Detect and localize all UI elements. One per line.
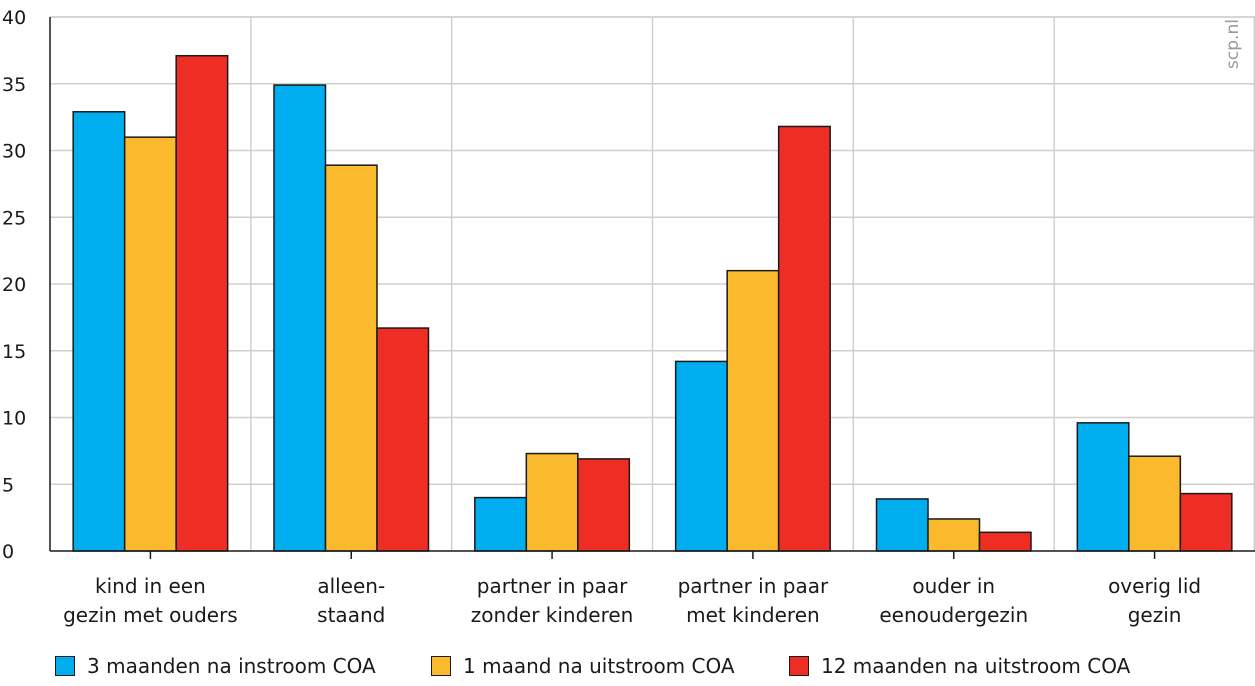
x-tick-label: overig lid gezin — [1108, 574, 1201, 627]
x-tick-label: kind in een gezin met ouders — [63, 574, 238, 627]
bars — [72, 54, 1233, 552]
bar — [324, 164, 378, 552]
legend-swatch — [789, 656, 809, 676]
bar — [525, 452, 579, 552]
legend-swatch — [431, 656, 451, 676]
legend: 3 maanden na instroom COA 1 maand na uit… — [0, 651, 1255, 681]
bar — [1076, 422, 1130, 552]
y-tick-label: 5 — [2, 474, 14, 496]
y-tick-label: 35 — [2, 74, 26, 96]
bar — [123, 136, 177, 552]
legend-label: 12 maanden na uitstroom COA — [821, 654, 1131, 678]
y-tick-label: 0 — [2, 541, 14, 563]
legend-item-series-1: 3 maanden na instroom COA — [55, 651, 376, 681]
bar — [927, 518, 981, 552]
bar — [726, 269, 780, 552]
legend-label: 3 maanden na instroom COA — [87, 654, 376, 678]
grid-lines — [50, 16, 1255, 551]
x-tick-label: alleen-staand — [317, 574, 385, 627]
bar — [1179, 492, 1233, 552]
y-tick-label: 15 — [2, 341, 26, 363]
bar — [875, 498, 929, 552]
bar — [72, 111, 126, 552]
y-tick-label: 30 — [2, 141, 26, 163]
watermark-text: scp.nl — [1223, 19, 1243, 69]
x-tick-label: ouder in eenoudergezin — [879, 574, 1028, 627]
legend-item-series-2: 1 maand na uitstroom COA — [431, 651, 735, 681]
bar — [777, 125, 831, 552]
legend-label: 1 maand na uitstroom COA — [463, 654, 735, 678]
bar — [978, 531, 1032, 552]
bar — [376, 327, 430, 552]
axes: 0 5 10 15 20 25 30 35 40 kind in een gezin met oud… — [2, 7, 1255, 627]
y-tick-label: 10 — [2, 408, 26, 430]
legend-swatch — [55, 656, 75, 676]
bar — [1128, 455, 1182, 552]
legend-item-series-3: 12 maanden na uitstroom COA — [789, 651, 1130, 681]
bar — [474, 496, 528, 552]
bar — [175, 54, 229, 552]
y-tick-label: 40 — [2, 7, 26, 29]
x-tick-label: partner in paar zonder kinderen — [471, 574, 634, 627]
bar — [674, 360, 728, 552]
y-tick-label: 25 — [2, 207, 26, 229]
bar — [577, 458, 631, 552]
x-tick-label: partner in paar met kinderen — [678, 574, 829, 627]
bar — [273, 84, 327, 552]
y-tick-label: 20 — [2, 274, 26, 296]
